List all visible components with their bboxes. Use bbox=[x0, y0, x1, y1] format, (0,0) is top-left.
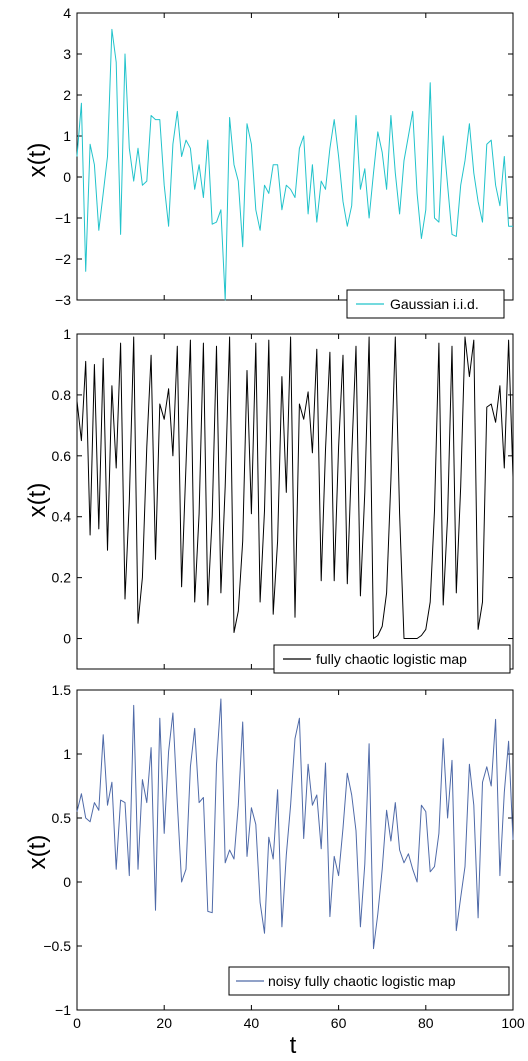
series-layer bbox=[76, 698, 514, 950]
y-tick-label: 3 bbox=[63, 46, 71, 62]
y-tick-label: 1.5 bbox=[52, 682, 72, 698]
y-tick-label: 4 bbox=[63, 5, 71, 21]
y-tick-label: 0.5 bbox=[52, 810, 72, 826]
y-tick-label: −1 bbox=[55, 210, 71, 226]
panel-gaussian: −3 −2 −1 0 1 2 3 4 x(t) Gaussian i.i.d. bbox=[24, 5, 514, 319]
y-tick-label: 1 bbox=[63, 326, 71, 342]
y-tick-label: −0.5 bbox=[43, 938, 71, 954]
y-tick-label: 2 bbox=[63, 87, 71, 103]
series-layer bbox=[76, 28, 513, 301]
x-tick-label: 60 bbox=[331, 1015, 347, 1031]
y-tick-label: 0.4 bbox=[52, 509, 72, 525]
panel-noisy-logistic: −1 −0.5 0 0.5 1 1.5 0 20 40 60 80 100 x(t) noisy f… bbox=[24, 682, 525, 1031]
y-tick-label: 0.6 bbox=[52, 448, 72, 464]
x-axis-ticks: 0 20 40 60 80 100 bbox=[73, 690, 525, 1031]
y-tick-label: 1 bbox=[63, 128, 71, 144]
legend: fully chaotic logistic map bbox=[273, 644, 511, 674]
x-tick-label: 40 bbox=[244, 1015, 260, 1031]
legend-label: Gaussian i.i.d. bbox=[390, 296, 479, 312]
y-tick-label: −2 bbox=[55, 251, 71, 267]
x-tick-label: 80 bbox=[418, 1015, 434, 1031]
y-tick-label: 0.2 bbox=[52, 570, 72, 586]
legend: noisy fully chaotic logistic map bbox=[228, 966, 510, 996]
series-line bbox=[76, 336, 514, 639]
x-axis-label: t bbox=[290, 1032, 297, 1059]
y-tick-label: 0 bbox=[63, 631, 71, 647]
legend: Gaussian i.i.d. bbox=[346, 289, 505, 319]
y-tick-label: 0.8 bbox=[52, 387, 72, 403]
y-axis-ticks: 0 0.2 0.4 0.6 0.8 1 bbox=[52, 326, 513, 647]
legend-box bbox=[228, 966, 510, 996]
y-tick-label: −1 bbox=[55, 1002, 71, 1018]
panel-logistic: 0 0.2 0.4 0.6 0.8 1 x(t) fully chaotic logist… bbox=[24, 326, 514, 674]
x-tick-label: 20 bbox=[156, 1015, 172, 1031]
y-axis-label: x(t) bbox=[24, 835, 51, 870]
y-tick-label: 0 bbox=[63, 874, 71, 890]
y-tick-label: −3 bbox=[55, 292, 71, 308]
x-tick-label: 100 bbox=[501, 1015, 525, 1031]
series-line bbox=[76, 698, 514, 950]
y-axis-ticks: −1 −0.5 0 0.5 1 1.5 bbox=[43, 682, 513, 1018]
plot-area bbox=[76, 12, 514, 301]
y-tick-label: 0 bbox=[63, 169, 71, 185]
y-axis-label: x(t) bbox=[24, 483, 51, 518]
series-layer bbox=[76, 336, 514, 639]
y-axis-label: x(t) bbox=[24, 143, 51, 178]
series-line bbox=[76, 28, 513, 301]
x-tick-label: 0 bbox=[73, 1015, 81, 1031]
legend-box bbox=[273, 644, 511, 674]
legend-label: noisy fully chaotic logistic map bbox=[268, 973, 456, 989]
y-axis-ticks: −3 −2 −1 0 1 2 3 4 bbox=[55, 5, 513, 308]
x-axis-ticks bbox=[76, 13, 514, 300]
y-tick-label: 1 bbox=[63, 746, 71, 762]
legend-label: fully chaotic logistic map bbox=[316, 651, 467, 667]
